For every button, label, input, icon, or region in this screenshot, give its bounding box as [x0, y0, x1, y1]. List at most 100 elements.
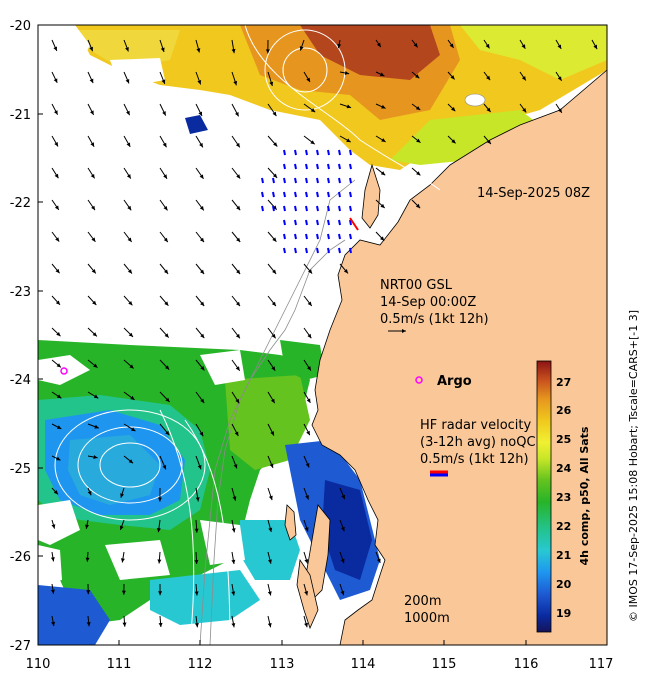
current-arrowhead — [271, 333, 276, 339]
current-arrowhead — [55, 268, 60, 274]
hf-radar-arrow — [305, 219, 308, 226]
lat-tick-labels: -20 -21 -22 -23 -24 -25 -26 -27 — [10, 19, 31, 654]
current-arrowhead — [93, 394, 99, 399]
bernier-island — [284, 504, 297, 541]
current-arrowhead — [267, 591, 272, 596]
hf-radar-arrow — [349, 149, 352, 156]
lat-tick-label: -23 — [10, 285, 31, 300]
hf-radar-arrow — [294, 163, 297, 170]
hf-radar-arrow — [327, 191, 330, 198]
current-arrowhead — [200, 301, 205, 306]
current-arrowhead — [90, 174, 95, 179]
lon-tick-label: 111 — [107, 657, 132, 672]
current-arrowhead — [308, 269, 313, 274]
current-arrowhead — [200, 333, 205, 339]
sst-field — [38, 25, 607, 645]
hf-radar-arrow — [349, 191, 352, 198]
current-arrowhead — [557, 44, 562, 49]
current-arrowhead — [234, 431, 239, 436]
current-arrowhead — [120, 558, 125, 563]
current-arrowhead — [199, 237, 204, 243]
current-arrowhead — [194, 623, 199, 628]
current-arrowhead — [163, 206, 168, 211]
hf-radar-arrow — [261, 177, 264, 184]
current-arrowhead — [120, 493, 124, 498]
lon-tick-label: 117 — [589, 657, 614, 672]
current-arrowhead — [236, 205, 241, 211]
current-arrowhead — [268, 559, 272, 564]
current-arrowhead — [51, 621, 56, 626]
current-arrowhead — [557, 108, 562, 113]
current-arrowhead — [376, 42, 381, 48]
lat-tick-label: -27 — [10, 639, 31, 654]
hf-radar-arrow — [316, 163, 319, 170]
lon-tick-label: 115 — [432, 657, 457, 672]
colorbar-tick: 24 — [556, 462, 572, 475]
hf-radar-arrow — [294, 219, 297, 226]
current-arrowhead — [90, 142, 95, 147]
hf-radar-arrow — [305, 149, 308, 156]
hf-radar-arrow — [338, 191, 341, 198]
map-timestamp: 14-Sep-2025 08Z — [477, 186, 590, 201]
current-arrowhead — [236, 301, 240, 307]
current-arrowhead — [415, 74, 420, 79]
current-arrowhead — [272, 173, 278, 178]
current-arrowhead — [164, 269, 169, 274]
hf-radar-arrow — [349, 177, 352, 184]
current-arrowhead — [127, 269, 132, 274]
current-arrowhead — [56, 394, 62, 399]
hf-radar-arrow — [305, 205, 308, 212]
lon-tick-label: 116 — [514, 657, 539, 672]
current-arrowhead — [271, 301, 276, 307]
lon-tick-label: 113 — [270, 657, 295, 672]
current-arrowhead — [233, 80, 238, 86]
current-arrowhead — [341, 526, 345, 532]
current-arrowhead — [416, 171, 421, 176]
colorbar-tick: 21 — [556, 549, 571, 562]
current-arrowhead — [54, 110, 58, 115]
current-arrowhead — [128, 459, 133, 464]
hf-radar-arrow — [338, 163, 341, 170]
lon-tick-labels: 110 111 112 113 114 115 116 117 — [26, 657, 614, 672]
hf-radar-arrow — [327, 233, 330, 240]
current-arrowhead — [54, 173, 59, 179]
hf-radar-arrow — [327, 247, 330, 254]
hf-radar-arrow — [316, 149, 319, 156]
current-arrowhead — [380, 171, 386, 176]
current-arrowhead — [268, 527, 273, 532]
current-arrowhead — [87, 490, 92, 496]
hf-radar-arrow — [305, 233, 308, 240]
hf-radar-arrow — [316, 191, 319, 198]
lon-axis — [37, 640, 608, 645]
current-arrowhead — [521, 76, 526, 81]
current-arrowhead — [130, 395, 135, 400]
current-arrowhead — [304, 527, 309, 532]
argo-legend: Argo — [60, 367, 472, 389]
current-arrowhead — [340, 558, 345, 564]
hf-radar-arrow — [316, 205, 319, 212]
lon-tick-label: 114 — [351, 657, 376, 672]
current-arrowhead — [162, 111, 166, 116]
current-arrowhead — [86, 590, 91, 595]
colorbar-tick: 23 — [556, 491, 571, 504]
colorbar-tick: 25 — [556, 433, 571, 446]
current-arrowhead — [165, 430, 170, 436]
current-arrowhead — [272, 205, 277, 210]
hf-radar-arrow — [294, 205, 297, 212]
hf-radar-arrow — [338, 233, 341, 240]
current-arrowhead — [195, 497, 200, 502]
hf-radar-arrow — [261, 205, 264, 212]
hf-radar-arrow — [272, 177, 275, 184]
current-arrowhead — [53, 46, 57, 51]
hf-radar-arrow — [316, 177, 319, 184]
current-arrowhead — [93, 455, 98, 459]
hf-radar-arrow — [327, 205, 330, 212]
current-arrowhead — [121, 590, 126, 595]
hf-radar-arrow — [327, 149, 330, 156]
current-arrowhead — [267, 623, 272, 628]
lat-axis — [38, 24, 43, 646]
current-arrowhead — [94, 424, 99, 429]
hf-radar-arrow — [283, 219, 286, 226]
isobath-1000m: 1000m — [404, 611, 450, 626]
current-arrowhead — [91, 205, 95, 211]
